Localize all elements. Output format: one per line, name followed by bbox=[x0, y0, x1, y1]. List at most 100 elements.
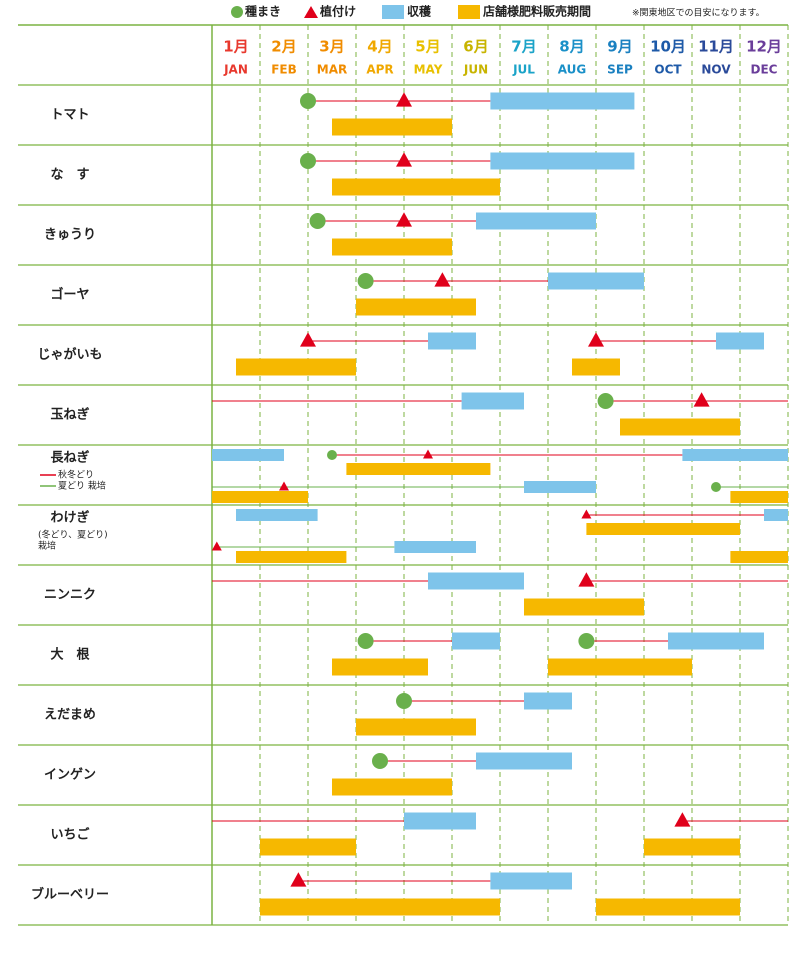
plant-marker bbox=[674, 812, 691, 827]
seed-marker bbox=[357, 633, 374, 649]
month-label: 11月 bbox=[698, 38, 734, 56]
sale-bar bbox=[548, 658, 692, 676]
harvest-bar bbox=[668, 632, 764, 650]
month-en: JUN bbox=[463, 63, 488, 77]
month-label: 12月 bbox=[746, 38, 782, 56]
row-name: インゲン bbox=[44, 767, 96, 783]
month-label: 10月 bbox=[650, 38, 686, 56]
sale-bar bbox=[356, 298, 476, 316]
sale-bar bbox=[572, 358, 620, 376]
harvest-bar bbox=[428, 332, 476, 350]
plant-marker bbox=[693, 392, 710, 407]
row-name: じゃがいも bbox=[37, 347, 102, 363]
seed-marker bbox=[597, 393, 614, 409]
row-sublabel: (冬どり、夏どり) bbox=[38, 529, 108, 541]
month-label: 8月 bbox=[559, 38, 584, 56]
legend-harvest-icon bbox=[382, 5, 404, 19]
month-label: 1月 bbox=[223, 38, 248, 56]
sale-bar bbox=[730, 491, 788, 503]
month-en: JAN bbox=[223, 63, 248, 77]
sale-bar bbox=[332, 178, 500, 196]
plant-marker bbox=[581, 509, 592, 519]
month-label: 3月 bbox=[319, 38, 344, 56]
harvest-bar bbox=[682, 449, 788, 461]
month-en: MAR bbox=[317, 63, 347, 77]
plant-marker bbox=[290, 872, 307, 887]
harvest-bar bbox=[452, 632, 500, 650]
sale-bar bbox=[332, 238, 452, 256]
month-label: 5月 bbox=[415, 38, 440, 56]
row-name: ゴーヤ bbox=[50, 287, 89, 303]
harvest-bar bbox=[490, 92, 635, 110]
harvest-bar bbox=[394, 541, 476, 553]
month-en: APR bbox=[366, 63, 393, 77]
legend-seed: 種まき bbox=[245, 4, 281, 19]
sale-bar bbox=[596, 898, 740, 916]
legend-plant: 植付け bbox=[319, 4, 356, 19]
seed-marker bbox=[300, 153, 316, 169]
harvest-bar bbox=[490, 872, 572, 890]
harvest-bar bbox=[476, 212, 596, 230]
plant-marker bbox=[396, 152, 412, 167]
seed-marker bbox=[357, 273, 374, 289]
plant-marker bbox=[396, 212, 412, 227]
harvest-bar bbox=[716, 332, 764, 350]
row-name: な す bbox=[50, 168, 89, 183]
row-name: 玉ねぎ bbox=[50, 407, 89, 423]
row-name: トマト bbox=[50, 108, 89, 123]
sale-bar bbox=[620, 418, 740, 436]
legend-sale-icon bbox=[458, 5, 480, 19]
sale-bar bbox=[730, 551, 788, 563]
row-name: ブルーベリー bbox=[31, 887, 109, 903]
sale-bar bbox=[260, 898, 500, 916]
harvest-bar bbox=[212, 449, 284, 461]
plant-marker bbox=[423, 449, 433, 459]
harvest-bar bbox=[490, 152, 635, 170]
month-en: AUG bbox=[558, 63, 587, 77]
month-label: 4月 bbox=[367, 38, 392, 56]
month-label: 9月 bbox=[607, 38, 632, 56]
legend-sale: 店舗様肥料販売期間 bbox=[483, 4, 591, 19]
plant-marker bbox=[300, 332, 316, 347]
plant-marker bbox=[396, 92, 412, 107]
harvest-bar bbox=[404, 812, 476, 830]
seed-marker bbox=[327, 450, 337, 460]
month-en: SEP bbox=[607, 63, 633, 77]
plant-marker bbox=[279, 481, 289, 491]
harvest-bar bbox=[236, 509, 318, 521]
row-name: 長ねぎ bbox=[50, 450, 89, 466]
row-sublabel: 夏どり 栽培 bbox=[58, 480, 106, 492]
legend-seed-icon bbox=[231, 6, 243, 18]
month-en: MAY bbox=[414, 63, 443, 77]
sale-bar bbox=[236, 358, 356, 376]
harvest-bar bbox=[461, 392, 524, 410]
harvest-bar bbox=[548, 272, 644, 290]
sale-bar bbox=[332, 778, 452, 796]
seed-marker bbox=[396, 693, 412, 709]
month-en: OCT bbox=[654, 63, 682, 77]
sale-bar bbox=[332, 118, 452, 136]
plant-marker bbox=[588, 332, 604, 347]
row-name: えだまめ bbox=[44, 708, 96, 723]
plant-marker bbox=[578, 572, 595, 587]
sale-bar bbox=[212, 491, 308, 503]
seed-marker bbox=[711, 482, 721, 492]
row-name: わけぎ bbox=[50, 510, 89, 526]
harvest-bar bbox=[524, 481, 596, 493]
legend-plant-icon bbox=[304, 6, 318, 18]
row-sublabel: 秋冬どり bbox=[58, 469, 94, 481]
seed-marker bbox=[300, 93, 316, 109]
legend-note: ※関東地区での目安になります。 bbox=[632, 7, 765, 19]
sale-bar bbox=[524, 598, 644, 616]
plant-marker bbox=[434, 272, 451, 287]
row-name: きゅうり bbox=[44, 228, 96, 243]
harvest-bar bbox=[524, 692, 572, 710]
sale-bar bbox=[644, 838, 740, 856]
month-en: DEC bbox=[751, 63, 778, 77]
sale-bar bbox=[346, 463, 491, 475]
month-en: JUL bbox=[512, 63, 535, 77]
sale-bar bbox=[356, 718, 476, 736]
sale-bar bbox=[260, 838, 356, 856]
sale-bar bbox=[236, 551, 347, 563]
month-label: 6月 bbox=[463, 38, 488, 56]
